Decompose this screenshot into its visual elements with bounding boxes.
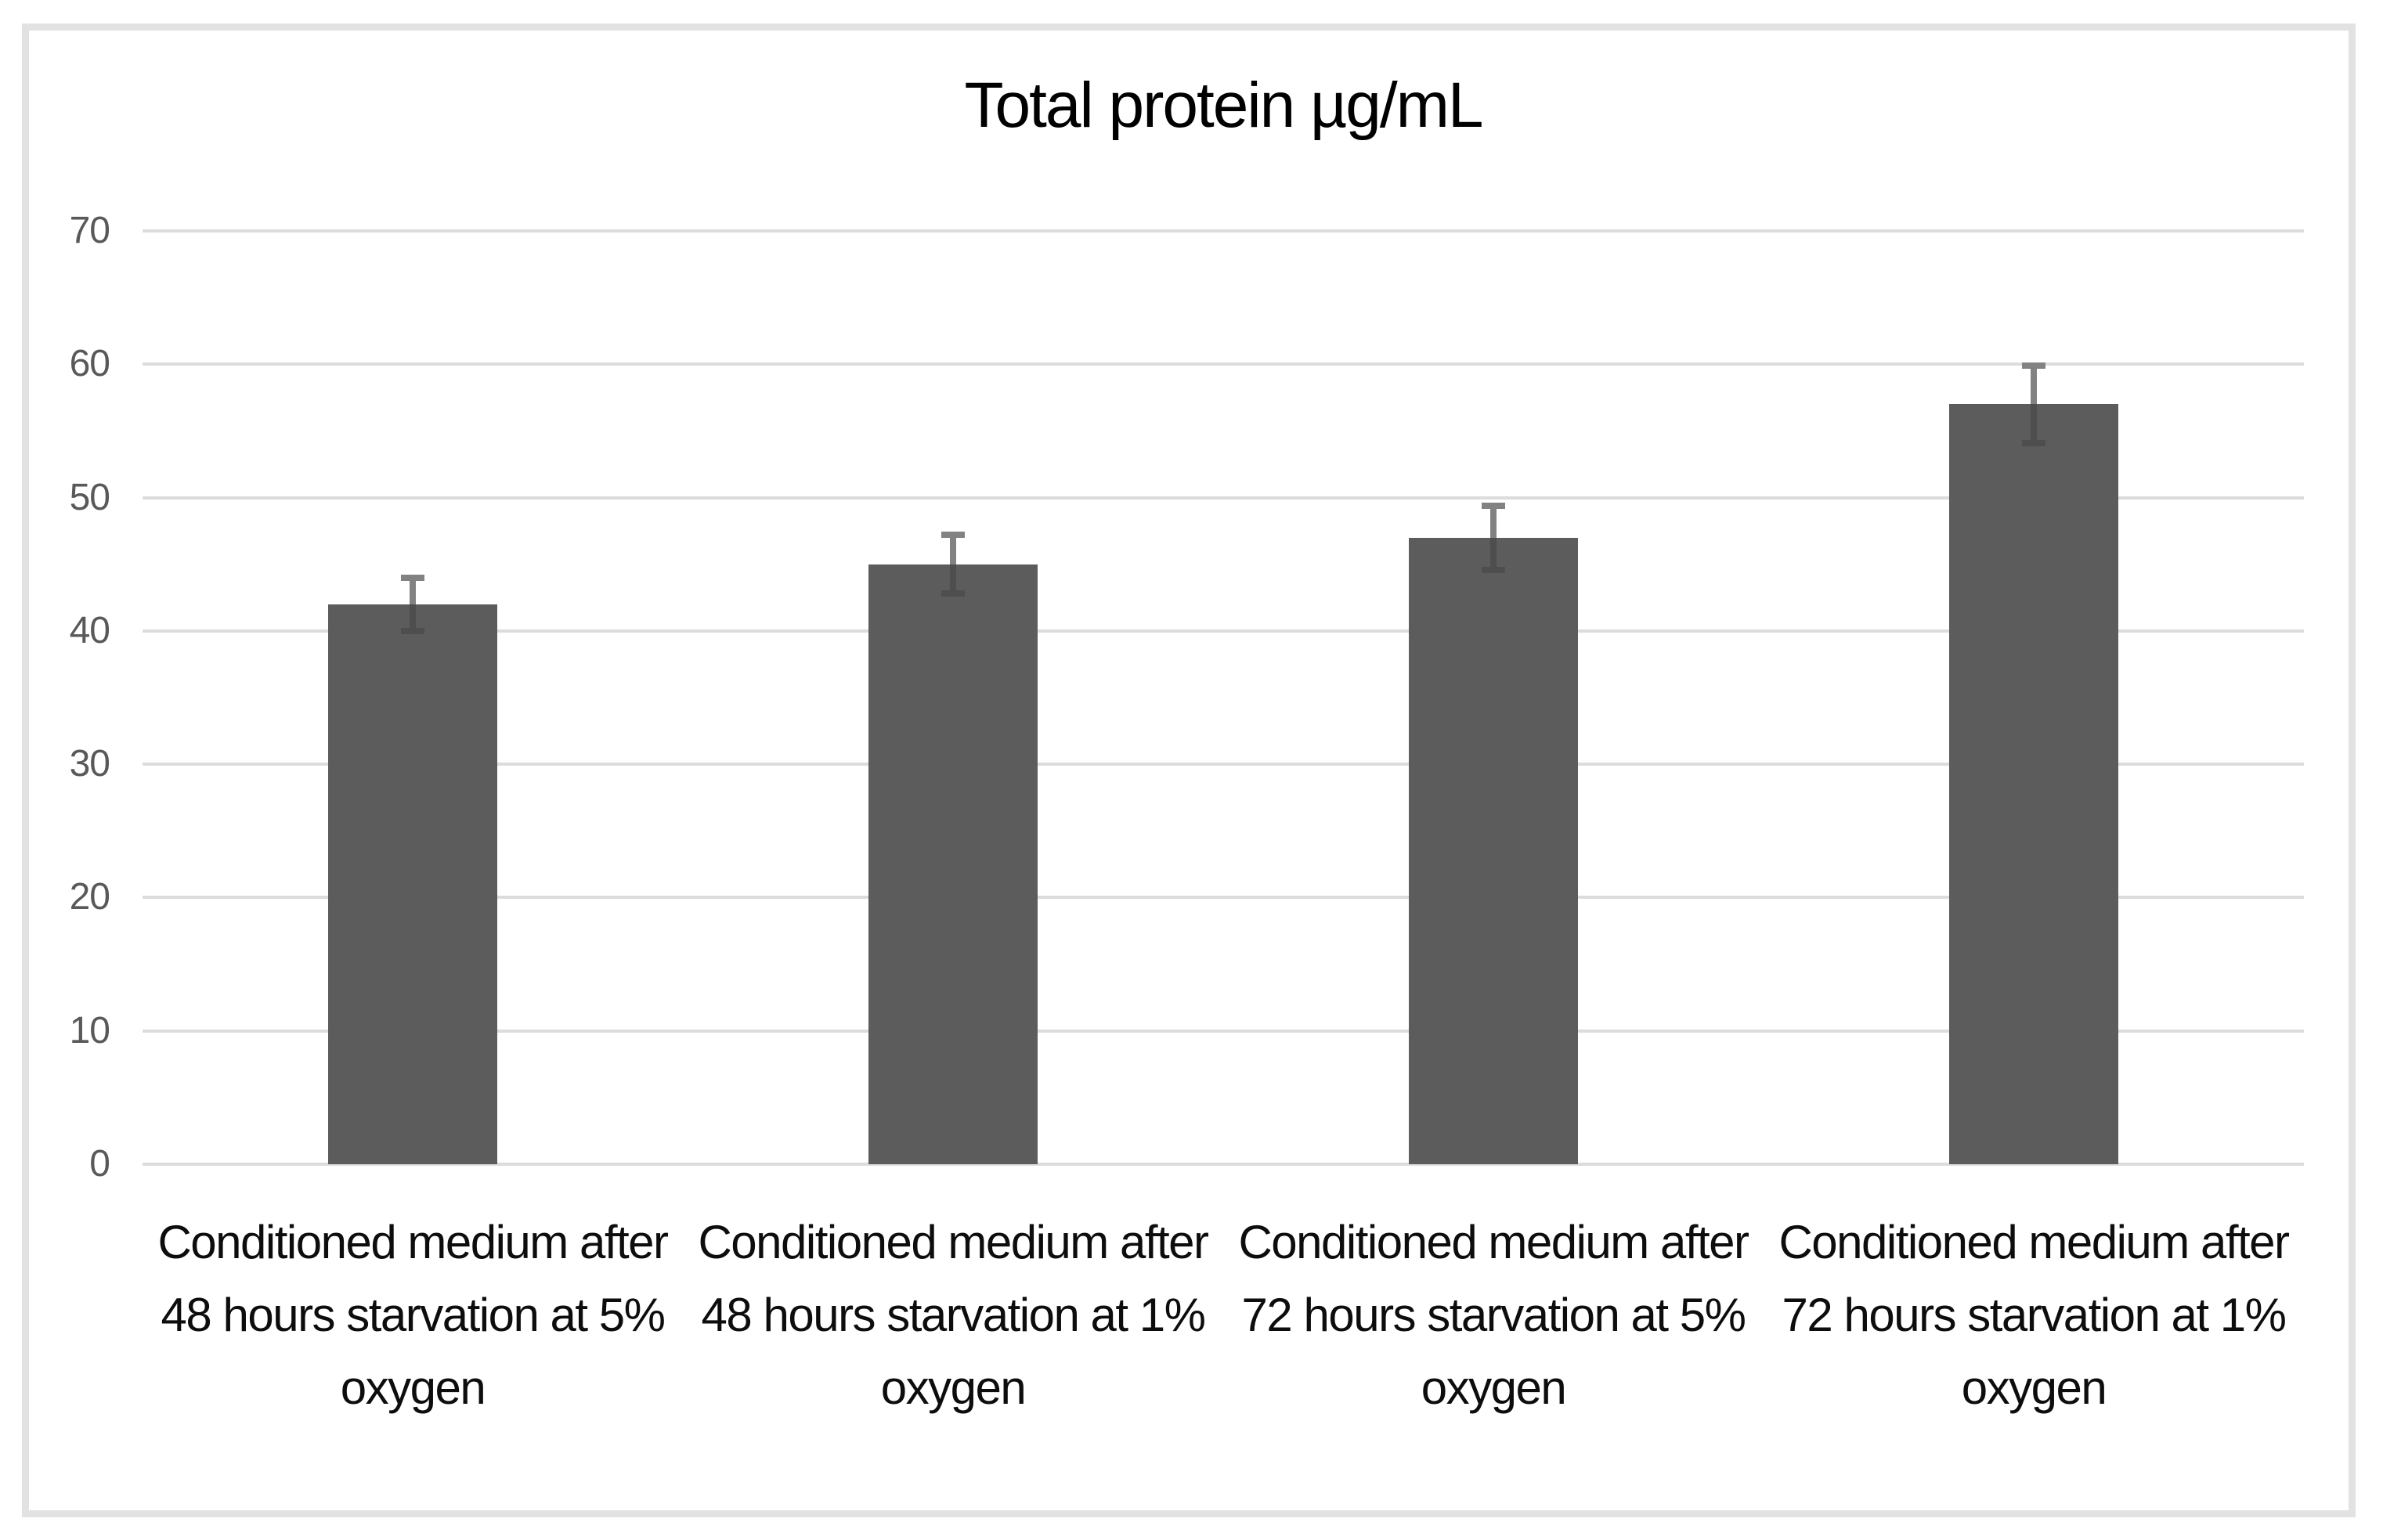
error-bar-1-stem-lower bbox=[410, 604, 416, 631]
category-label-1: Conditioned medium after 48 hours starva… bbox=[157, 1216, 669, 1414]
error-bar-2-cap-top bbox=[941, 532, 965, 539]
y-tick-label-60: 60 bbox=[69, 343, 110, 385]
gridline-20 bbox=[143, 896, 2304, 900]
chart-title: Total protein µg/mL bbox=[964, 70, 1483, 141]
gridline-0 bbox=[143, 1163, 2304, 1166]
y-tick-label-70: 70 bbox=[69, 210, 110, 251]
gridline-40 bbox=[143, 629, 2304, 633]
error-bar-1-stem-upper bbox=[410, 577, 416, 604]
error-bar-3-stem-lower bbox=[1490, 537, 1497, 570]
error-bar-3-cap-top bbox=[1482, 502, 1505, 509]
plot-area bbox=[143, 229, 2304, 1166]
y-tick-label-20: 20 bbox=[69, 876, 110, 918]
category-label-4: Conditioned medium after 72 hours starva… bbox=[1778, 1216, 2290, 1414]
bar-3 bbox=[1409, 537, 1578, 1164]
gridline-10 bbox=[143, 1029, 2304, 1033]
bar-2 bbox=[868, 564, 1038, 1164]
category-label-3: Conditioned medium after 72 hours starva… bbox=[1238, 1216, 1749, 1414]
bar-1 bbox=[328, 604, 497, 1164]
error-bar-4-cap-top bbox=[2022, 362, 2045, 369]
y-tick-label-30: 30 bbox=[69, 743, 110, 785]
error-bar-4-stem-lower bbox=[2031, 404, 2037, 443]
y-tick-label-40: 40 bbox=[69, 609, 110, 651]
error-bar-3-cap-bottom bbox=[1482, 566, 1505, 573]
error-bar-4-stem-upper bbox=[2031, 365, 2037, 405]
error-bar-1-cap-top bbox=[401, 574, 424, 581]
error-bar-2-stem-upper bbox=[950, 535, 956, 564]
gridline-70 bbox=[143, 229, 2304, 233]
y-tick-label-10: 10 bbox=[69, 1009, 110, 1051]
error-bar-4-cap-bottom bbox=[2022, 439, 2045, 446]
gridline-60 bbox=[143, 362, 2304, 366]
error-bar-1-cap-bottom bbox=[401, 627, 424, 634]
category-label-2: Conditioned medium after 48 hours starva… bbox=[698, 1216, 1209, 1414]
gridline-30 bbox=[143, 763, 2304, 766]
bar-4 bbox=[1949, 404, 2118, 1164]
gridline-50 bbox=[143, 496, 2304, 500]
y-tick-label-50: 50 bbox=[69, 476, 110, 518]
error-bar-2-stem-lower bbox=[950, 564, 956, 594]
error-bar-3-stem-upper bbox=[1490, 505, 1497, 538]
y-tick-label-0: 0 bbox=[89, 1143, 110, 1185]
error-bar-2-cap-bottom bbox=[941, 590, 965, 597]
